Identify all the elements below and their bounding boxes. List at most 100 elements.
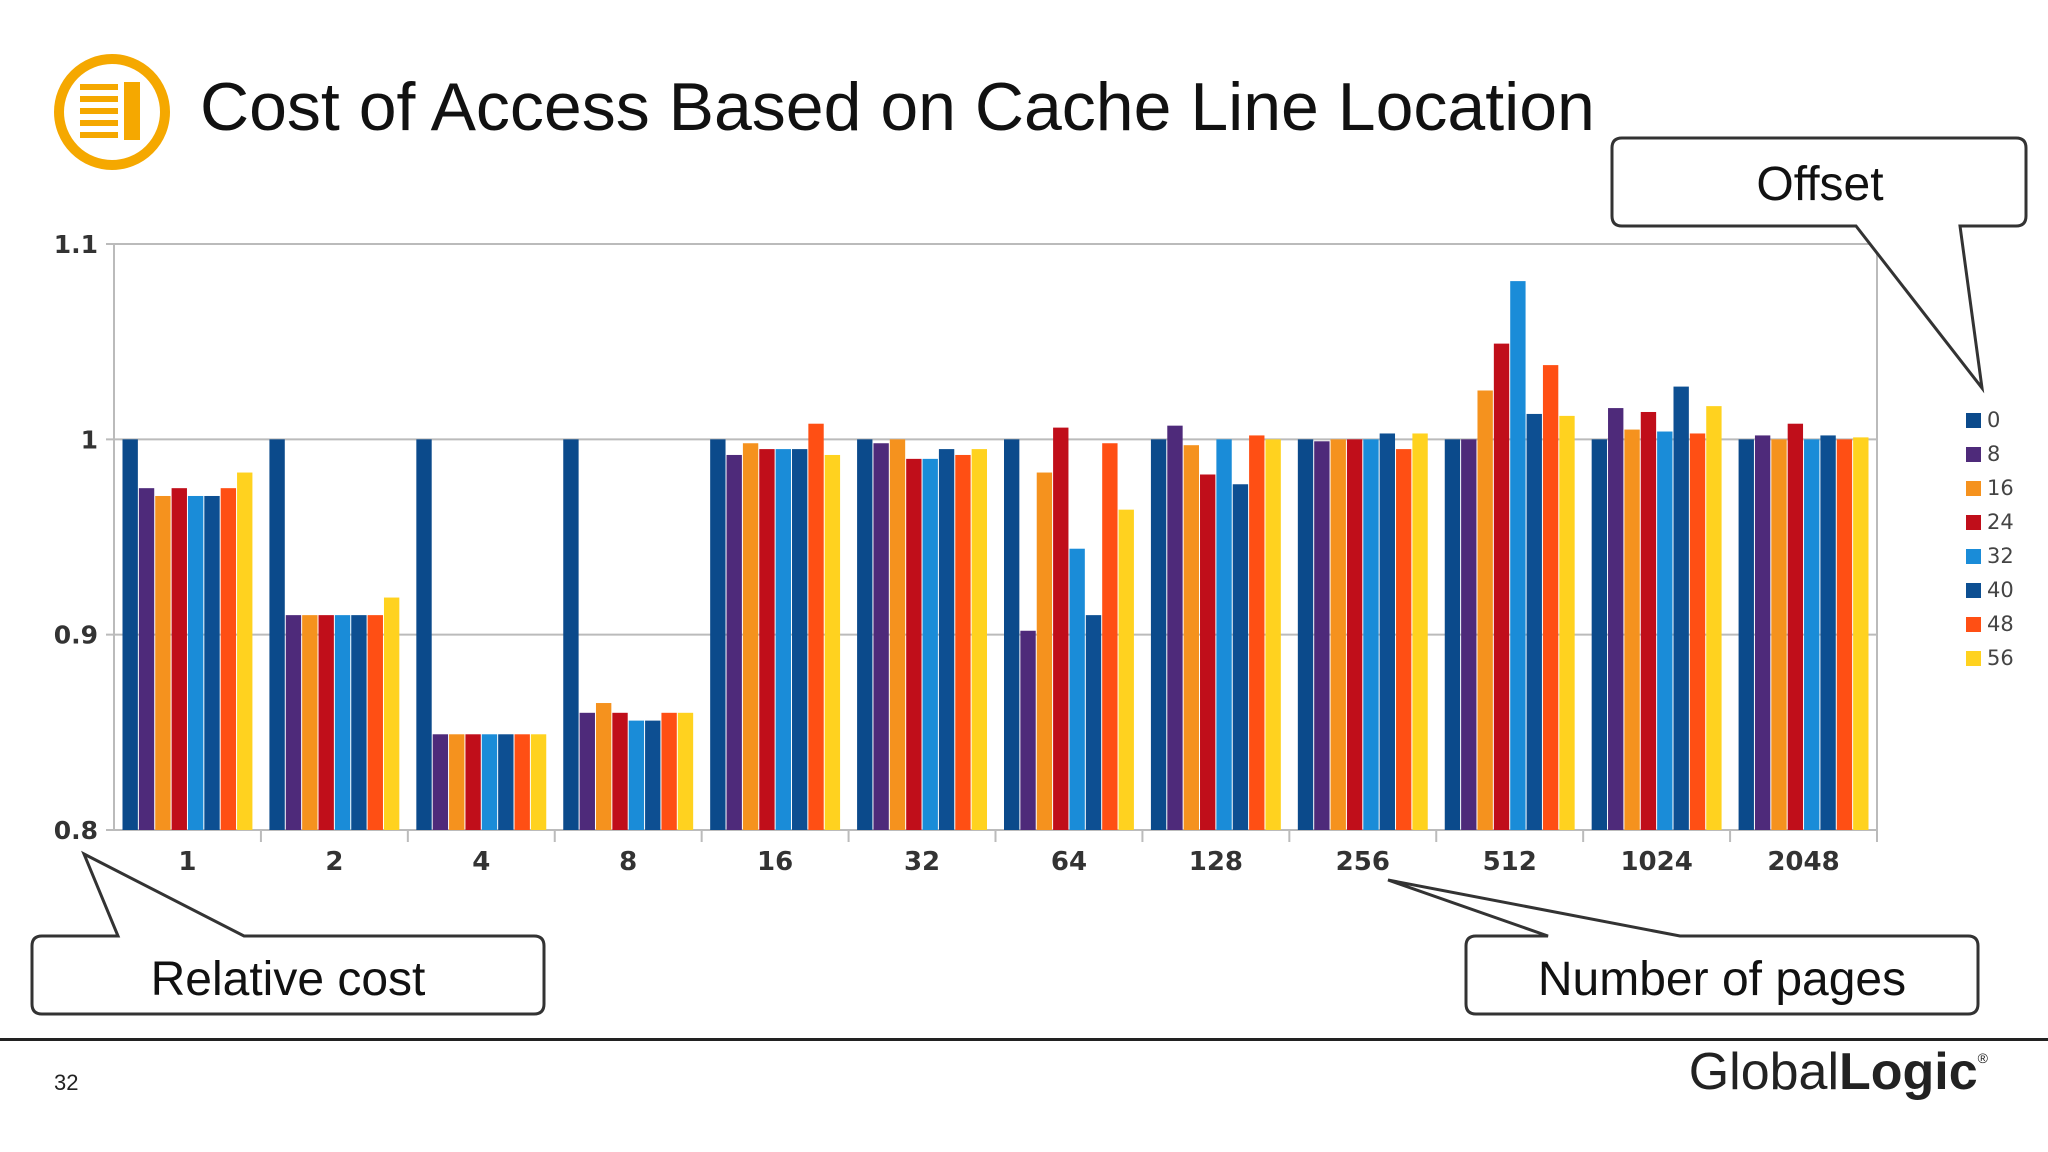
legend-label: 48	[1987, 612, 2014, 636]
bar	[1461, 439, 1477, 830]
bar	[318, 615, 334, 830]
legend-swatch	[1966, 447, 1981, 462]
bars	[122, 281, 1869, 830]
bar	[1444, 439, 1461, 830]
tick-labels: 0.8 0.9 1 1.1 1 2 4 8 16 32 64 128 256 512 1024 2048	[54, 230, 1840, 877]
bar	[1493, 343, 1510, 830]
bar	[922, 458, 938, 830]
axes	[259, 830, 1878, 842]
bar	[1412, 433, 1428, 830]
x-tick-label: 256	[1336, 847, 1390, 877]
bar	[791, 449, 808, 830]
bar	[1787, 423, 1804, 830]
bar	[351, 615, 367, 830]
bar	[1477, 390, 1493, 830]
legend-label: 8	[1987, 442, 2000, 466]
x-tick-label: 1	[178, 847, 196, 877]
legend-swatch	[1966, 515, 1981, 530]
bar	[1249, 435, 1265, 830]
bar	[204, 495, 220, 830]
bar	[465, 734, 481, 830]
bar	[1526, 413, 1542, 830]
bar	[1820, 435, 1836, 830]
legend-label: 40	[1987, 578, 2014, 602]
y-tick-label: 1.1	[54, 230, 98, 259]
x-tick-label: 4	[472, 847, 490, 877]
page-number: 32	[54, 1070, 79, 1095]
bar	[1265, 439, 1281, 830]
bar	[1118, 509, 1134, 830]
bar	[595, 703, 612, 830]
bar	[498, 734, 514, 830]
y-tick-label: 1	[81, 425, 98, 454]
bar	[742, 443, 759, 830]
bar	[1510, 281, 1526, 830]
logo-text-bold: Logic	[1839, 1043, 1978, 1101]
legend-label: 32	[1987, 544, 2014, 568]
legend-label: 24	[1987, 510, 2014, 534]
bar	[726, 454, 742, 830]
bar	[1804, 439, 1820, 830]
legend-swatch	[1966, 413, 1981, 428]
x-tick-label: 2	[325, 847, 343, 877]
x-tick-label: 2048	[1767, 847, 1839, 877]
bar	[1102, 443, 1118, 830]
bar	[612, 712, 628, 830]
bar	[432, 734, 449, 830]
bar	[1232, 484, 1249, 830]
legend-swatch	[1966, 549, 1981, 564]
footer-divider	[0, 1038, 2048, 1041]
bar	[220, 488, 237, 830]
bar	[302, 615, 318, 830]
bar	[383, 597, 400, 830]
bar	[155, 495, 171, 830]
bar	[1542, 365, 1559, 830]
bar	[1346, 439, 1363, 830]
bar	[938, 449, 955, 830]
legend-swatch	[1966, 617, 1981, 632]
globallogic-logo: GlobalLogic®	[1689, 1042, 1988, 1102]
bar	[1640, 411, 1657, 830]
bar	[285, 615, 302, 830]
bar	[1004, 439, 1020, 830]
bar	[1836, 439, 1853, 830]
legend-label: 56	[1987, 646, 2014, 670]
bar	[1069, 548, 1085, 830]
callout-relative-cost-label: Relative cost	[151, 953, 426, 1006]
bar	[1608, 408, 1624, 830]
x-tick-label: 1024	[1620, 847, 1692, 877]
bar	[759, 449, 775, 830]
bar	[367, 615, 383, 830]
y-tick-label: 0.8	[54, 816, 98, 845]
x-tick-label: 128	[1189, 847, 1243, 877]
bar	[857, 439, 873, 830]
bar	[1771, 439, 1787, 830]
bar	[449, 734, 465, 830]
bar	[138, 488, 155, 830]
bar	[873, 443, 889, 830]
bar	[661, 712, 677, 830]
bar	[889, 439, 906, 830]
bar	[1020, 630, 1036, 830]
bar	[171, 488, 187, 830]
bar	[122, 439, 138, 830]
legend: 0 8 16 24 32 40 48 56	[1966, 408, 2014, 670]
bar	[1396, 449, 1412, 830]
bar	[1657, 431, 1673, 830]
bar	[481, 734, 498, 830]
x-tick-label: 8	[619, 847, 637, 877]
legend-swatch	[1966, 583, 1981, 598]
bar	[710, 439, 726, 830]
bar	[1853, 437, 1869, 830]
bar	[824, 454, 841, 830]
slide-title: Cost of Access Based on Cache Line Locat…	[200, 69, 1595, 145]
bar	[563, 439, 579, 830]
logo-registered-mark: ®	[1977, 1050, 1988, 1066]
x-tick-label: 16	[757, 847, 793, 877]
bar	[645, 720, 661, 830]
bar	[269, 439, 285, 830]
bar	[1085, 615, 1102, 830]
bar	[775, 449, 791, 830]
bar	[1330, 439, 1346, 830]
